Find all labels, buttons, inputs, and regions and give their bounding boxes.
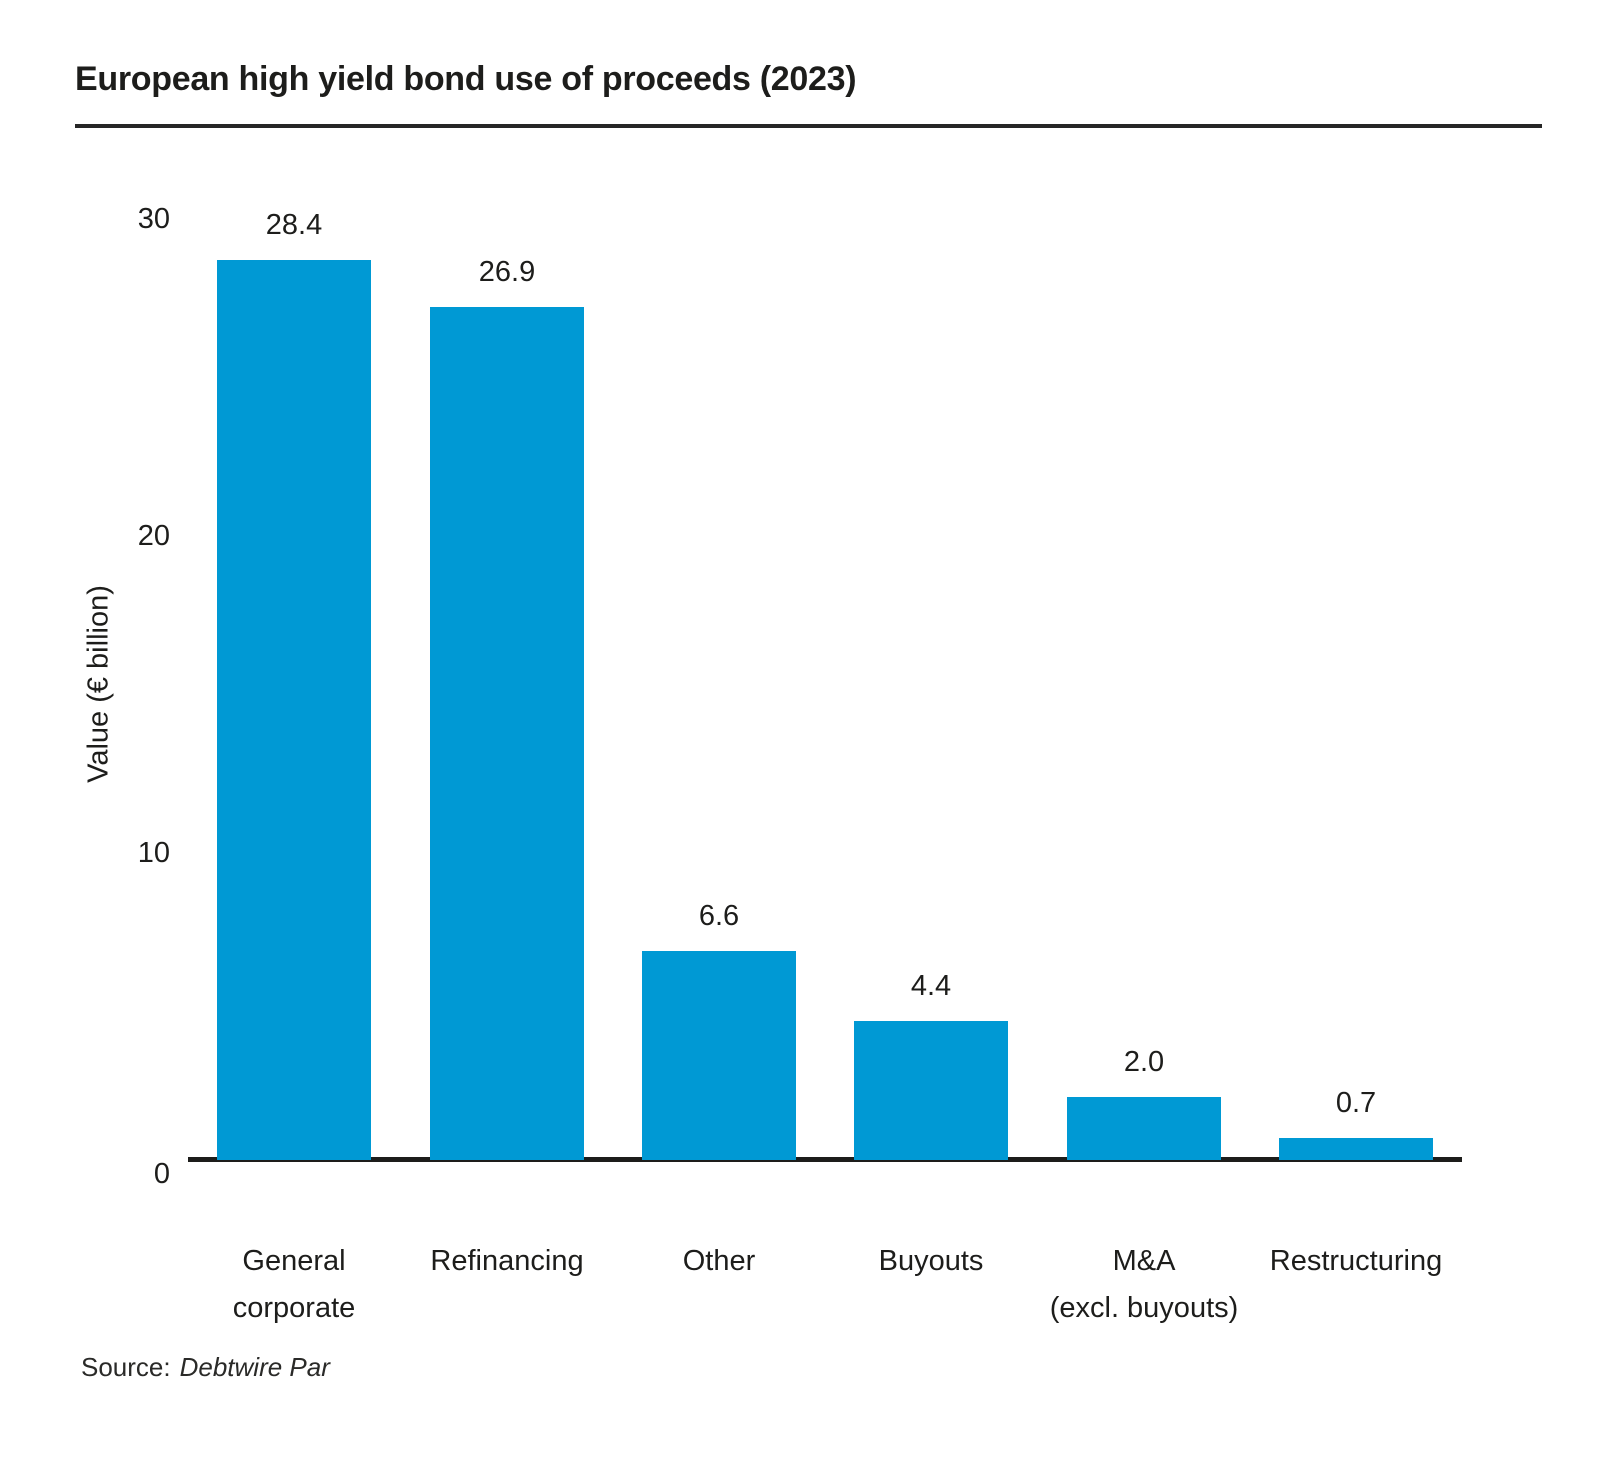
chart-title: European high yield bond use of proceeds… — [75, 60, 857, 98]
bar-value-label: 26.9 — [478, 256, 536, 288]
source-note: Source: Debtwire Par — [81, 1352, 330, 1383]
bar-value-label: 2.0 — [1123, 1046, 1165, 1078]
x-category-label: M&A (excl. buyouts) — [1049, 1245, 1239, 1324]
bar — [642, 951, 796, 1160]
y-tick-label: 20 — [137, 520, 170, 552]
bar-value-label: 0.7 — [1335, 1087, 1377, 1119]
x-axis-line — [188, 1157, 1462, 1162]
title-divider — [75, 124, 1542, 128]
y-tick-label: 0 — [153, 1158, 170, 1190]
y-tick-label: 30 — [137, 203, 170, 235]
bar — [1279, 1138, 1433, 1160]
x-category-label: Refinancing — [430, 1245, 584, 1277]
bar — [1067, 1097, 1221, 1160]
x-category-label: Restructuring — [1269, 1245, 1443, 1277]
x-category-label: Buyouts — [878, 1245, 984, 1277]
x-category-label: Other — [682, 1245, 756, 1277]
bar — [430, 307, 584, 1160]
source-prefix: Source: — [81, 1352, 171, 1382]
y-axis-label: Value (€ billion) — [82, 585, 115, 783]
y-tick-label: 10 — [137, 837, 170, 869]
bar-value-label: 28.4 — [265, 209, 323, 241]
bar-value-label: 6.6 — [698, 900, 740, 932]
x-category-label: General corporate — [232, 1245, 356, 1324]
bar — [854, 1021, 1008, 1160]
bar — [217, 260, 371, 1160]
source-name: Debtwire Par — [179, 1352, 330, 1382]
bar-value-label: 4.4 — [910, 970, 952, 1002]
